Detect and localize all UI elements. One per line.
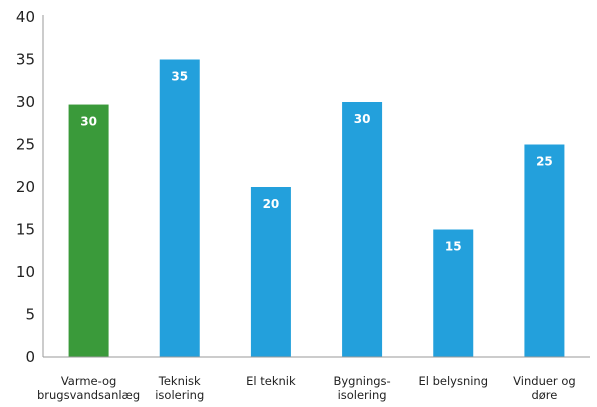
bar-value-label: 25	[536, 155, 553, 169]
y-tick-label: 0	[25, 348, 35, 366]
y-tick-label: 35	[16, 51, 35, 69]
x-axis-labels: Varme-ogbrugsvandsanlægTekniskisoleringE…	[37, 374, 576, 402]
x-category-label: isolering	[338, 388, 387, 402]
y-tick-label: 25	[16, 136, 35, 154]
x-category-label: El belysning	[418, 374, 488, 388]
bar-value-label: 30	[354, 112, 371, 126]
bar-value-label: 20	[263, 197, 280, 211]
y-tick-label: 5	[25, 306, 35, 324]
y-tick-label: 40	[16, 8, 35, 26]
x-category-label: Varme-og	[61, 374, 117, 388]
bar-value-label: 30	[80, 115, 97, 129]
bar-value-label: 35	[171, 70, 188, 84]
x-category-label: isolering	[155, 388, 204, 402]
bars	[68, 59, 565, 357]
y-tick-label: 15	[16, 221, 35, 239]
bar	[433, 229, 474, 357]
y-tick-label: 30	[16, 93, 35, 111]
x-category-label: Teknisk	[158, 374, 201, 388]
x-category-label: døre	[531, 388, 557, 402]
bar	[68, 104, 109, 357]
bar	[342, 102, 383, 357]
x-category-label: Bygnings-	[333, 374, 390, 388]
y-tick-label: 10	[16, 263, 35, 281]
bar-data-labels: 30 35 20 30 15 25	[80, 70, 553, 254]
x-category-label: Vinduer og	[513, 374, 575, 388]
bar	[250, 187, 291, 357]
bar	[159, 59, 200, 357]
bar	[524, 144, 565, 357]
x-category-label: El teknik	[246, 374, 296, 388]
y-axis-ticks: 0 5 10 15 20 25 30 35 40	[16, 8, 35, 366]
bar-value-label: 15	[445, 240, 462, 254]
x-category-label: brugsvandsanlæg	[37, 388, 140, 402]
y-tick-label: 20	[16, 178, 35, 196]
